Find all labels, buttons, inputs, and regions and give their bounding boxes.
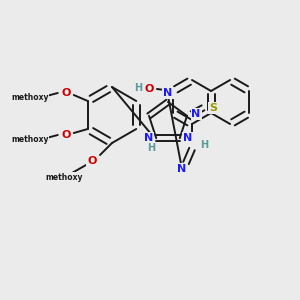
Text: O: O <box>144 84 154 94</box>
Text: N: N <box>191 109 201 119</box>
Text: H: H <box>147 143 155 153</box>
Text: methoxy: methoxy <box>11 92 49 101</box>
Text: methoxy: methoxy <box>11 134 49 143</box>
Text: N: N <box>183 133 192 143</box>
Text: O: O <box>87 156 97 166</box>
Text: N: N <box>144 133 153 143</box>
Text: N: N <box>164 88 172 98</box>
Text: O: O <box>61 130 70 140</box>
Text: H: H <box>134 83 142 93</box>
Text: methoxy1: methoxy1 <box>32 96 40 98</box>
Text: H: H <box>200 140 208 150</box>
Text: methoxy: methoxy <box>45 172 83 182</box>
Text: O: O <box>61 88 70 98</box>
Text: S: S <box>209 103 217 113</box>
Text: N: N <box>177 164 187 174</box>
